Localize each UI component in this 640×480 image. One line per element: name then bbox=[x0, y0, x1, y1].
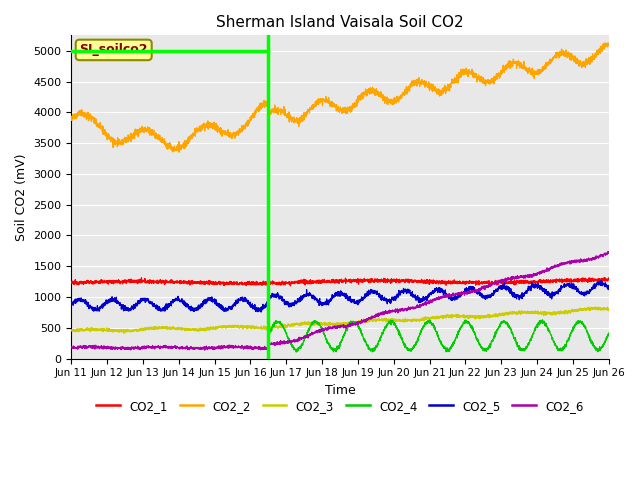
Legend: CO2_1, CO2_2, CO2_3, CO2_4, CO2_5, CO2_6: CO2_1, CO2_2, CO2_3, CO2_4, CO2_5, CO2_6 bbox=[92, 395, 588, 417]
Y-axis label: Soil CO2 (mV): Soil CO2 (mV) bbox=[15, 153, 28, 240]
Text: SI_soilco2: SI_soilco2 bbox=[79, 43, 148, 57]
X-axis label: Time: Time bbox=[324, 384, 355, 397]
Title: Sherman Island Vaisala Soil CO2: Sherman Island Vaisala Soil CO2 bbox=[216, 15, 464, 30]
